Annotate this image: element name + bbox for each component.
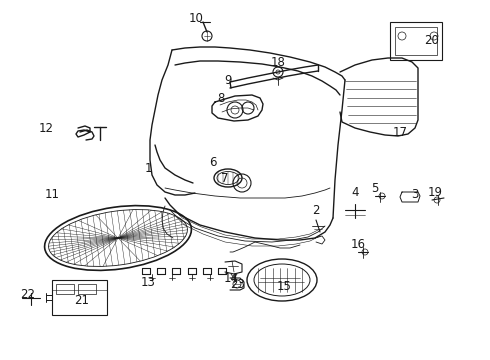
Text: 20: 20	[424, 33, 440, 46]
Text: 11: 11	[45, 188, 59, 201]
Text: 15: 15	[276, 279, 292, 292]
Text: 14: 14	[223, 271, 239, 284]
Text: 3: 3	[411, 189, 418, 202]
Bar	[390, 22, 442, 60]
Text: 2: 2	[312, 203, 320, 216]
Bar	[78, 284, 96, 294]
Text: 17: 17	[392, 126, 408, 139]
Text: 1: 1	[144, 162, 152, 175]
Text: 19: 19	[427, 185, 442, 198]
Text: 22: 22	[21, 288, 35, 302]
Text: 6: 6	[209, 157, 217, 170]
Text: 5: 5	[371, 181, 379, 194]
Text: 9: 9	[224, 73, 232, 86]
Text: 21: 21	[74, 293, 90, 306]
Bar	[395, 27, 437, 55]
Text: 16: 16	[350, 238, 366, 252]
Text: 18: 18	[270, 55, 286, 68]
Text: 23: 23	[231, 279, 245, 292]
Bar	[56, 284, 74, 294]
Text: 13: 13	[141, 275, 155, 288]
Text: 4: 4	[351, 185, 359, 198]
Text: 8: 8	[217, 91, 225, 104]
Bar	[52, 280, 107, 315]
Text: 7: 7	[221, 171, 229, 184]
Text: 12: 12	[39, 122, 53, 135]
Text: 10: 10	[189, 12, 203, 24]
